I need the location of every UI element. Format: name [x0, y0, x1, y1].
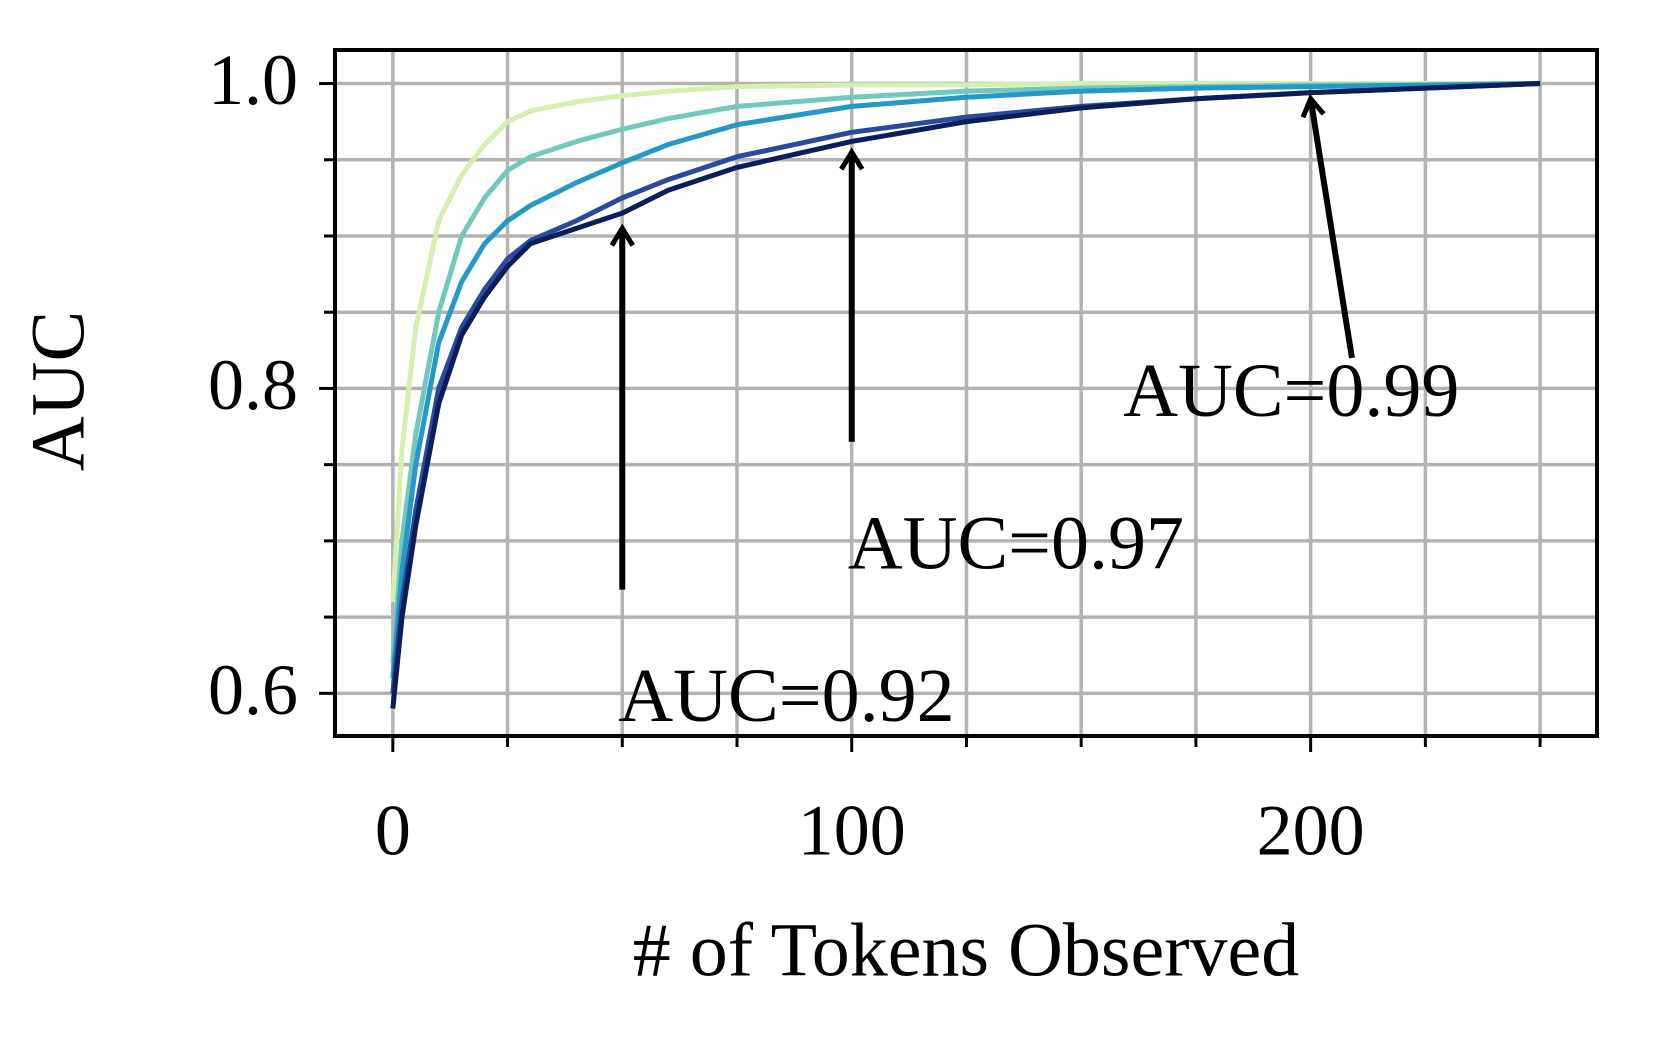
x-tick-label: 100: [798, 791, 906, 871]
y-tick-label: 0.8: [208, 345, 298, 425]
annotation-text: AUC=0.92: [618, 654, 954, 738]
plot-frame: [333, 48, 1599, 738]
series-line: [390, 81, 1541, 709]
annotation-arrow: [1307, 98, 1355, 359]
y-axis-label: AUC: [16, 311, 100, 471]
annotation-arrowhead: [609, 223, 635, 247]
x-tick-label: 0: [375, 791, 411, 871]
series-line: [390, 81, 1541, 679]
annotation-text: AUC=0.99: [1123, 349, 1459, 433]
y-tick-label: 0.6: [208, 650, 298, 730]
annotation-text: AUC=0.97: [848, 501, 1184, 585]
series-line: [390, 81, 1541, 603]
x-tick-label: 200: [1257, 791, 1365, 871]
annotation-arrowhead: [839, 147, 865, 171]
x-axis-label: # of Tokens Observed: [633, 908, 1300, 992]
annotation-arrowhead: [1300, 94, 1326, 119]
y-tick-label: 1.0: [208, 40, 298, 120]
